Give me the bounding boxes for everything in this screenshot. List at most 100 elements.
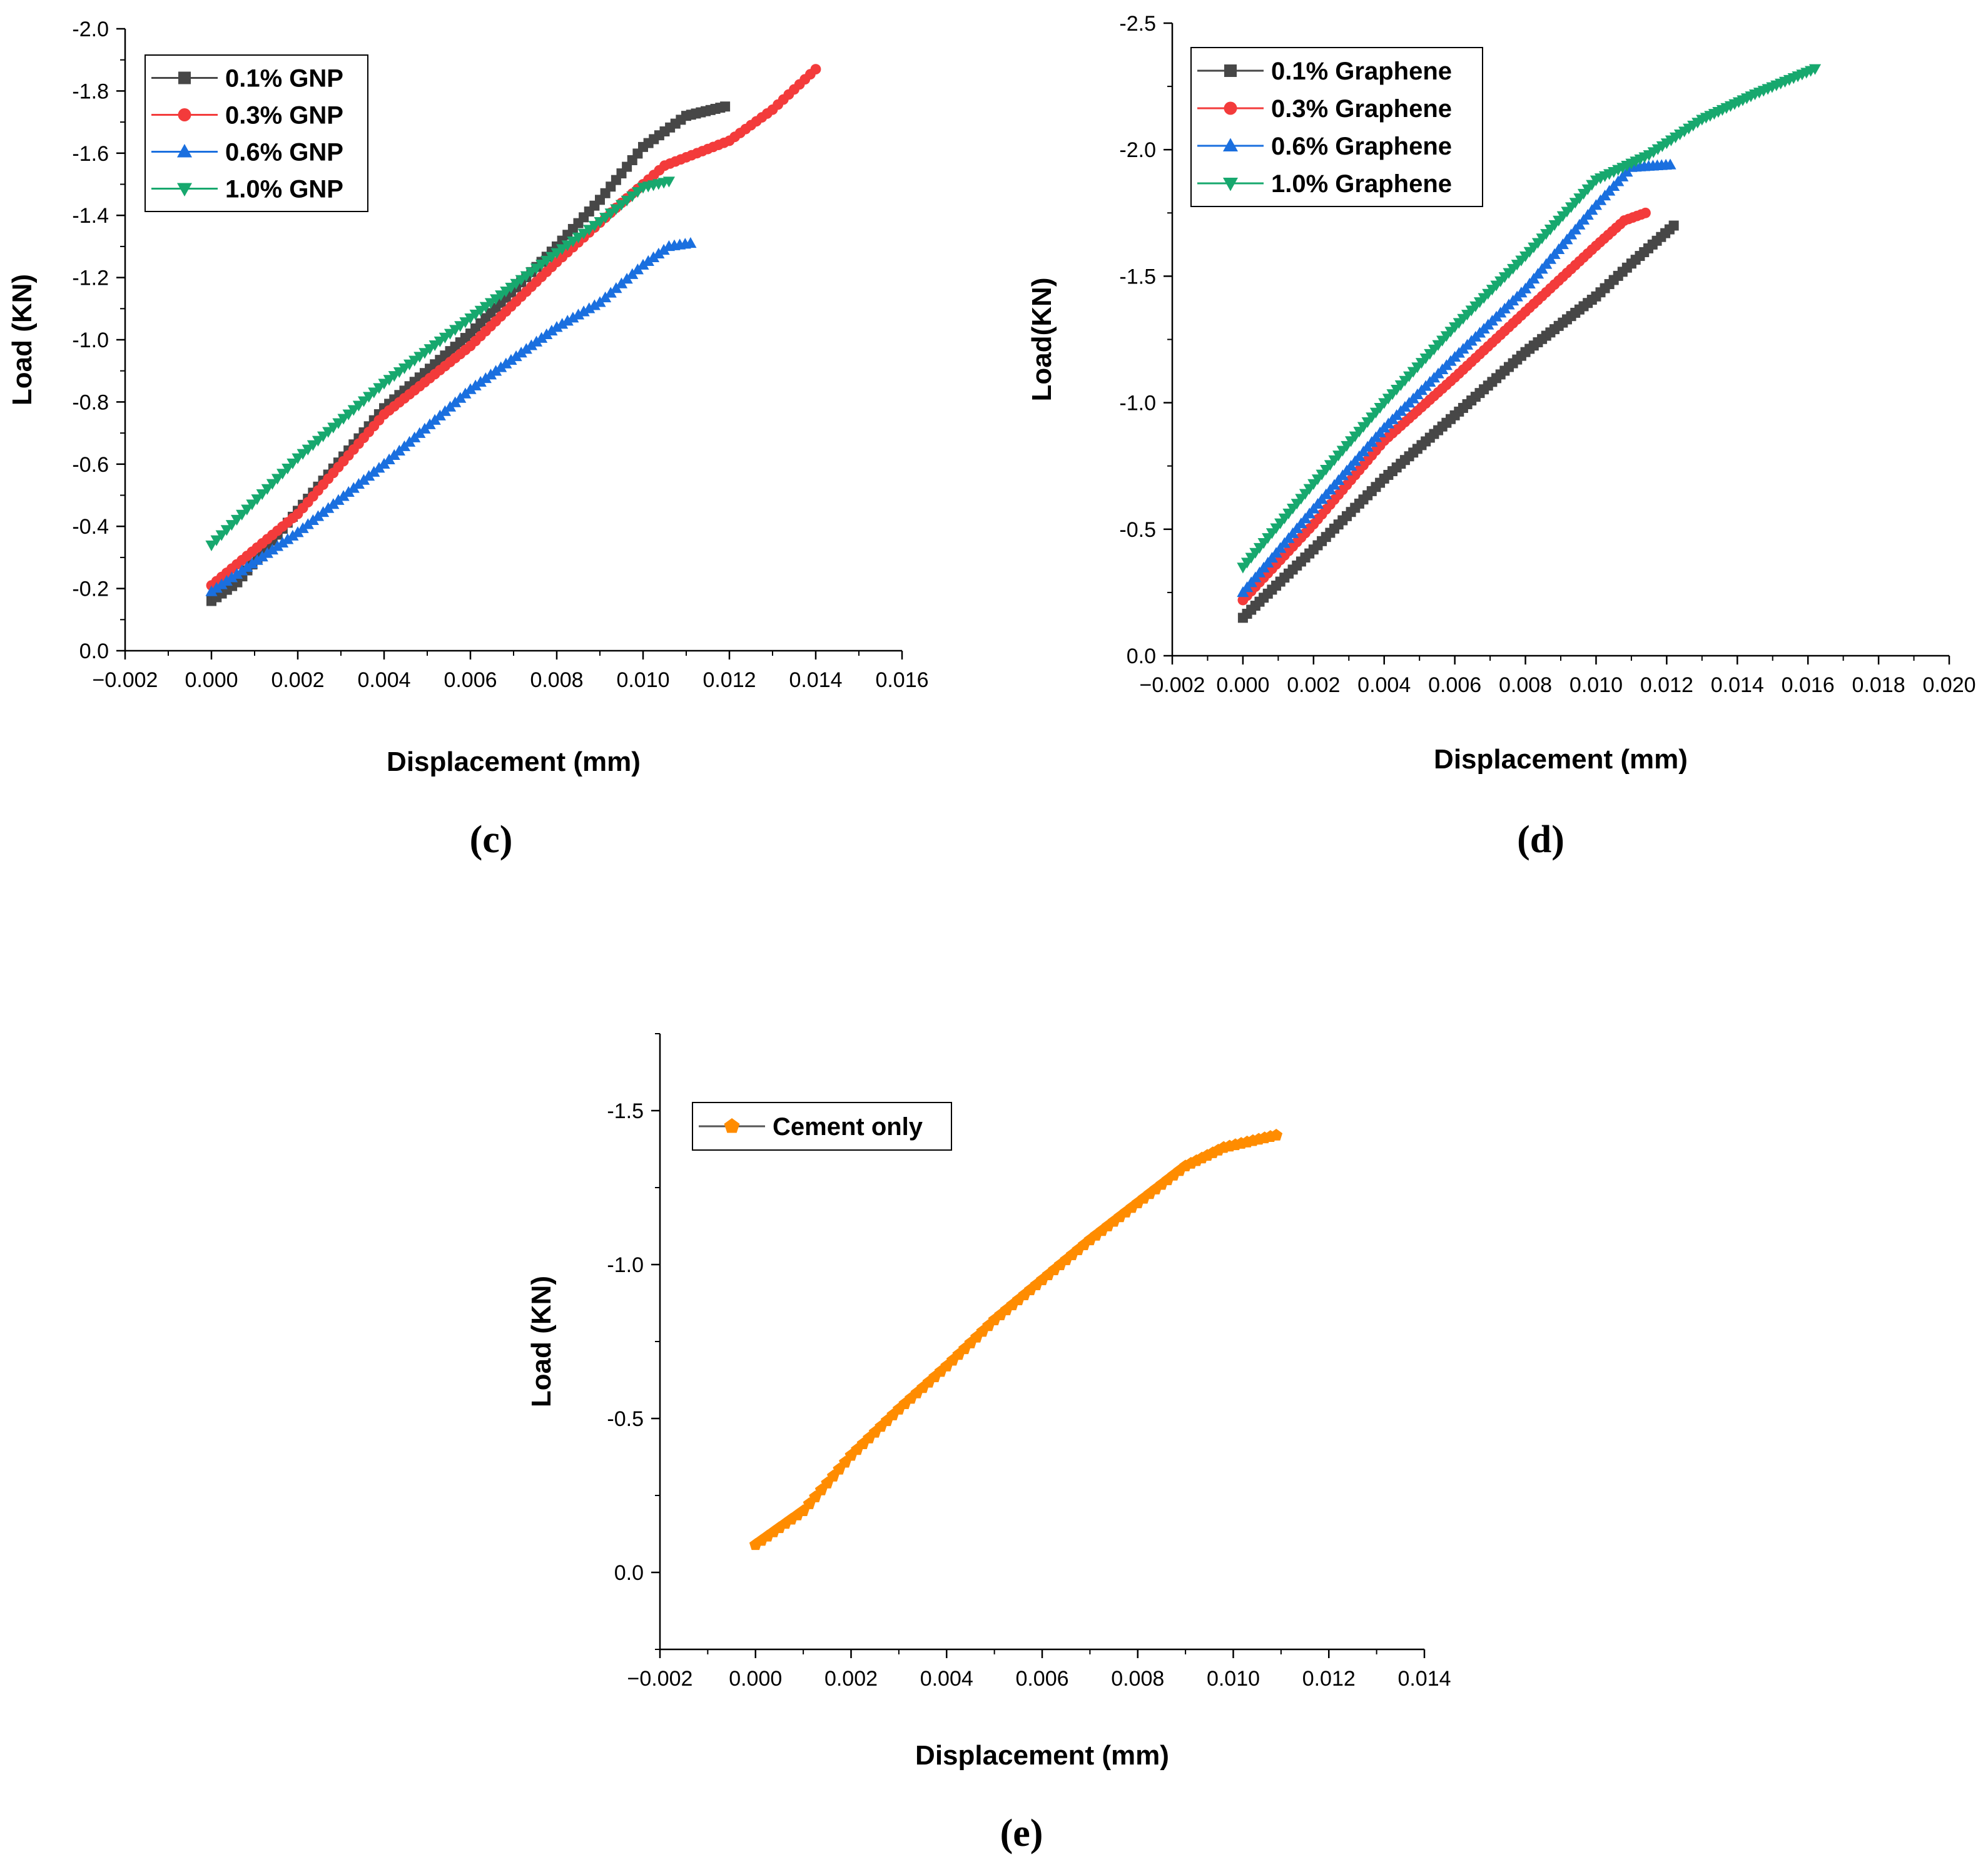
data-series [1237, 220, 1679, 623]
data-point [352, 400, 365, 412]
x-tick-label: 0.004 [357, 668, 410, 692]
data-point [469, 379, 482, 390]
data-point [246, 558, 258, 569]
panel-d-chart: −0.002 0.000 0.002 0.004 0.006 0.008 0.010 0.01… [1027, 12, 1976, 861]
data-point [1664, 158, 1676, 170]
data-point [261, 484, 273, 495]
x-tick-label: 0.012 [1302, 1667, 1356, 1691]
data-point [287, 529, 299, 541]
legend-marker [178, 71, 191, 84]
data-point [292, 453, 304, 464]
data-point [281, 533, 294, 544]
data-point [302, 444, 314, 456]
x-tick-label: 0.004 [920, 1667, 973, 1691]
y-tick-label: -1.6 [72, 142, 109, 166]
y-tick-label: 0.0 [79, 639, 109, 663]
y-tick-label: -1.4 [72, 204, 109, 228]
legend-label: 0.6% GNP [225, 139, 343, 166]
y-tick-label: -0.8 [72, 390, 109, 414]
x-tick-label: 0.020 [1922, 673, 1975, 697]
data-point [684, 237, 697, 248]
data-point [368, 387, 380, 399]
data-point [500, 357, 512, 369]
x-tick-label: 0.006 [1428, 673, 1481, 697]
data-point [363, 392, 375, 403]
x-axis-title: Displacement (mm) [1434, 744, 1688, 775]
panel-label: (c) [470, 818, 513, 861]
y-tick-label: -2.0 [1119, 138, 1156, 162]
data-series [1237, 64, 1822, 574]
x-tick-label: 0.014 [1397, 1667, 1451, 1691]
x-tick-label: 0.002 [271, 668, 324, 692]
data-point [535, 332, 548, 343]
data-point [626, 191, 639, 203]
legend-marker [177, 183, 192, 196]
data-point [205, 540, 218, 552]
panel-c-chart: −0.002 0.000 0.002 0.004 0.006 0.008 0.010 0.01… [7, 18, 929, 861]
legend-label: 1.0% GNP [225, 176, 343, 203]
data-point [588, 299, 601, 310]
data-point [484, 369, 497, 380]
data-point [530, 335, 543, 347]
x-tick-label: −0.002 [627, 1667, 693, 1691]
legend-label: 0.3% GNP [225, 102, 343, 130]
data-point [525, 339, 538, 350]
x-tick-label: 0.008 [530, 668, 583, 692]
data-point [489, 365, 502, 376]
data-point [610, 204, 622, 215]
data-series [206, 64, 821, 591]
x-tick-label: 0.010 [1570, 673, 1623, 697]
legend-marker [724, 1118, 740, 1133]
data-point [241, 504, 253, 516]
data-point [210, 582, 223, 593]
data-point [251, 554, 263, 565]
legend-label: Cement only [773, 1113, 923, 1141]
data-point [266, 543, 279, 555]
data-point [357, 396, 370, 407]
data-point [256, 551, 268, 562]
data-point [647, 251, 660, 262]
data-point [615, 200, 628, 211]
y-tick-label: 0.0 [1127, 644, 1156, 668]
data-point [327, 422, 340, 434]
data-series [749, 1129, 1283, 1551]
y-tick-label: -0.4 [72, 515, 109, 539]
x-tick-label: 0.000 [729, 1667, 782, 1691]
x-axis-title: Displacement (mm) [915, 1740, 1169, 1771]
legend-marker [177, 144, 192, 158]
y-tick-label: -1.8 [72, 79, 109, 103]
data-point [373, 383, 385, 394]
y-tick-label: -1.5 [607, 1099, 644, 1123]
x-tick-label: 0.014 [1711, 673, 1764, 697]
data-point [474, 375, 487, 387]
data-point [583, 225, 596, 236]
data-point [550, 321, 563, 332]
x-tick-label: 0.012 [702, 668, 756, 692]
data-point [505, 354, 517, 365]
data-point [287, 458, 299, 470]
x-tick-label: 0.010 [616, 668, 669, 692]
legend-label: 0.6% Graphene [1271, 133, 1452, 160]
data-point [322, 427, 335, 438]
y-tick-label: -2.5 [1119, 12, 1156, 36]
data-point [251, 494, 263, 506]
legend-box [1190, 47, 1483, 207]
data-point [561, 315, 574, 326]
data-point [317, 431, 330, 442]
legend-label: 0.1% GNP [225, 65, 343, 93]
data-point [642, 255, 654, 266]
data-point [312, 435, 325, 447]
data-point [588, 221, 601, 232]
data-point [577, 305, 590, 317]
data-point [572, 308, 585, 320]
data-point [479, 372, 492, 384]
data-point [510, 350, 522, 362]
data-point [631, 187, 644, 198]
data-point [281, 464, 294, 475]
data-point [621, 195, 633, 206]
legend-label: 0.3% Graphene [1271, 95, 1452, 123]
data-point [220, 574, 233, 586]
x-tick-label: −0.002 [93, 668, 158, 692]
y-tick-label: -0.6 [72, 453, 109, 477]
